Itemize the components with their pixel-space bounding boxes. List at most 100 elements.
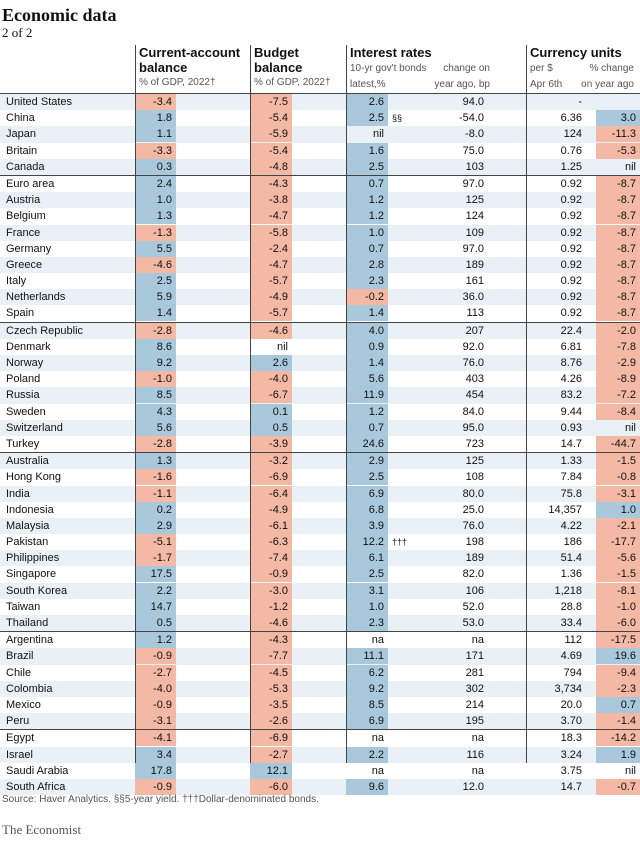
per-dollar-value: 0.92 [560, 194, 582, 207]
current-account-value: -3.3 [135, 142, 176, 159]
yield-change-value: 302 [465, 682, 484, 695]
currency-change-value: -7.2 [596, 387, 640, 404]
table-row: Mexico -0.9 -3.5 8.5 214 20.0 0.7 [0, 696, 640, 713]
table-row: Malaysia 2.9 -6.1 3.9 76.0 4.22 -2.1 [0, 517, 640, 535]
country-name: Russia [6, 389, 40, 402]
bond-yield-value: 6.1 [346, 550, 388, 567]
bond-yield-value: na [371, 732, 384, 745]
footnote-marker [392, 176, 422, 192]
currency-change-value: 1.0 [596, 501, 640, 518]
current-account-value: 2.5 [135, 273, 176, 290]
table-row: Austria 1.0 -3.8 1.2 125 0.92 -8.7 [0, 192, 640, 209]
bond-yield-value: 6.9 [346, 713, 388, 730]
budget-balance-value: -7.4 [250, 550, 292, 567]
table-row: Thailand 0.5 -4.6 2.3 53.0 33.4 -6.0 [0, 615, 640, 632]
budget-balance-value: -4.3 [250, 632, 292, 649]
page-title: Economic data [2, 5, 117, 25]
yield-change-value: 12.0 [462, 780, 484, 793]
bond-yield-value: 1.4 [346, 305, 388, 322]
currency-change-value: -2.0 [596, 322, 640, 339]
yield-change-value: 125 [465, 194, 484, 207]
currency-change-value: -1.5 [596, 453, 640, 470]
country-name: Australia [6, 455, 49, 468]
country-name: Norway [6, 357, 44, 369]
footnote-marker [392, 681, 422, 697]
bond-yield-value: 3.1 [346, 582, 388, 599]
budget-balance-value: -6.0 [250, 778, 292, 795]
currency-change-value: -2.9 [596, 355, 640, 371]
country-name: Netherlands [6, 291, 66, 304]
table-row: Hong Kong -1.6 -6.9 2.5 108 7.84 -0.8 [0, 469, 640, 486]
table-row: Sweden 4.3 0.1 1.2 84.0 9.44 -8.4 [0, 403, 640, 420]
budget-header: Budget balance % of GDP, 2022† [254, 45, 331, 89]
budget-balance-value: -3.5 [250, 696, 292, 713]
per-dollar-value: 4.69 [560, 650, 582, 663]
yield-change-value: 171 [465, 650, 484, 663]
per-dollar-value: 112 [564, 634, 582, 647]
yield-change-value: na [471, 764, 484, 777]
brand-logo: The Economist [2, 822, 82, 837]
bond-yield-value: na [371, 634, 384, 647]
currency-change-value: -8.7 [596, 192, 640, 209]
current-account-value: 1.4 [135, 305, 176, 322]
table-row: Indonesia 0.2 -4.9 6.8 25.0 14,357 1.0 [0, 501, 640, 518]
table-row: Britain -3.3 -5.4 1.6 75.0 0.76 -5.3 [0, 142, 640, 159]
country-name: India [6, 487, 30, 500]
bond-yield-value: nil [372, 128, 384, 141]
currency-change-value: -2.3 [596, 680, 640, 697]
bond-yield-value: 24.6 [346, 435, 388, 452]
current-account-value: -2.8 [135, 435, 176, 452]
yield-change-value: 94.0 [462, 96, 484, 108]
budget-balance-value: -4.3 [250, 175, 292, 192]
yield-change-value: -54.0 [458, 112, 484, 125]
yield-change-value: 189 [465, 552, 484, 565]
current-account-value: -1.1 [135, 485, 176, 502]
country-name: Egypt [6, 732, 35, 745]
country-name: Brazil [6, 650, 34, 663]
country-name: Poland [6, 373, 41, 386]
yield-change-value: 76.0 [462, 519, 484, 532]
currency-change-value: -7.8 [596, 338, 640, 355]
interest-sub2-left: latest,% [350, 79, 386, 90]
bond-yield-value: 0.7 [346, 419, 388, 436]
per-dollar-value: 0.93 [560, 421, 582, 434]
table-row: Denmark 8.6 nil 0.9 92.0 6.81 -7.8 [0, 338, 640, 355]
table-row: France -1.3 -5.8 1.0 109 0.92 -8.7 [0, 224, 640, 241]
bond-yield-value: 1.2 [346, 208, 388, 225]
budget-balance-value: -4.8 [250, 158, 292, 175]
budget-balance-value: -3.2 [250, 453, 292, 470]
yield-change-value: 53.0 [462, 617, 484, 629]
yield-change-value: 97.0 [462, 242, 484, 255]
current-account-value: -2.8 [135, 322, 176, 339]
bond-yield-value: 2.6 [346, 94, 388, 110]
bond-yield-value: 11.1 [346, 648, 388, 665]
current-account-value: 17.8 [135, 762, 176, 779]
yield-change-value: na [471, 634, 484, 647]
currency-change-value: nil [624, 421, 636, 434]
budget-balance-value: -4.9 [250, 501, 292, 518]
country-name: Philippines [6, 552, 60, 565]
currency-header: Currency units per $ % change Apr 6th on y… [530, 45, 634, 91]
budget-balance-value: -6.1 [250, 517, 292, 534]
current-account-value: 1.8 [135, 110, 176, 127]
budget-balance-value: -1.2 [250, 598, 292, 615]
bond-yield-value: 2.5 [346, 110, 388, 127]
current-account-value: -4.6 [135, 256, 176, 273]
table-row: Greece -4.6 -4.7 2.8 189 0.92 -8.7 [0, 256, 640, 274]
footnote-marker [392, 599, 422, 615]
footnote-marker [392, 159, 422, 175]
country-name: Italy [6, 275, 27, 288]
table-row: United States -3.4 -7.5 2.6 94.0 - [0, 94, 640, 111]
currency-change-value: -9.4 [596, 664, 640, 681]
currency-change-value: -8.4 [596, 403, 640, 420]
table-row: Pakistan -5.1 -6.3 12.2 ††† 198 186 -17.7 [0, 534, 640, 551]
current-account-value: -0.9 [135, 696, 176, 713]
per-dollar-value: 4.26 [560, 373, 582, 386]
budget-balance-value: 0.5 [250, 419, 292, 436]
current-account-value: -1.3 [135, 224, 176, 241]
current-account-value: 0.5 [135, 615, 176, 631]
footnote-marker [392, 436, 422, 452]
yield-change-value: na [471, 732, 484, 745]
footnote-marker: §§ [392, 113, 403, 124]
budget-balance-value: 12.1 [250, 762, 292, 779]
